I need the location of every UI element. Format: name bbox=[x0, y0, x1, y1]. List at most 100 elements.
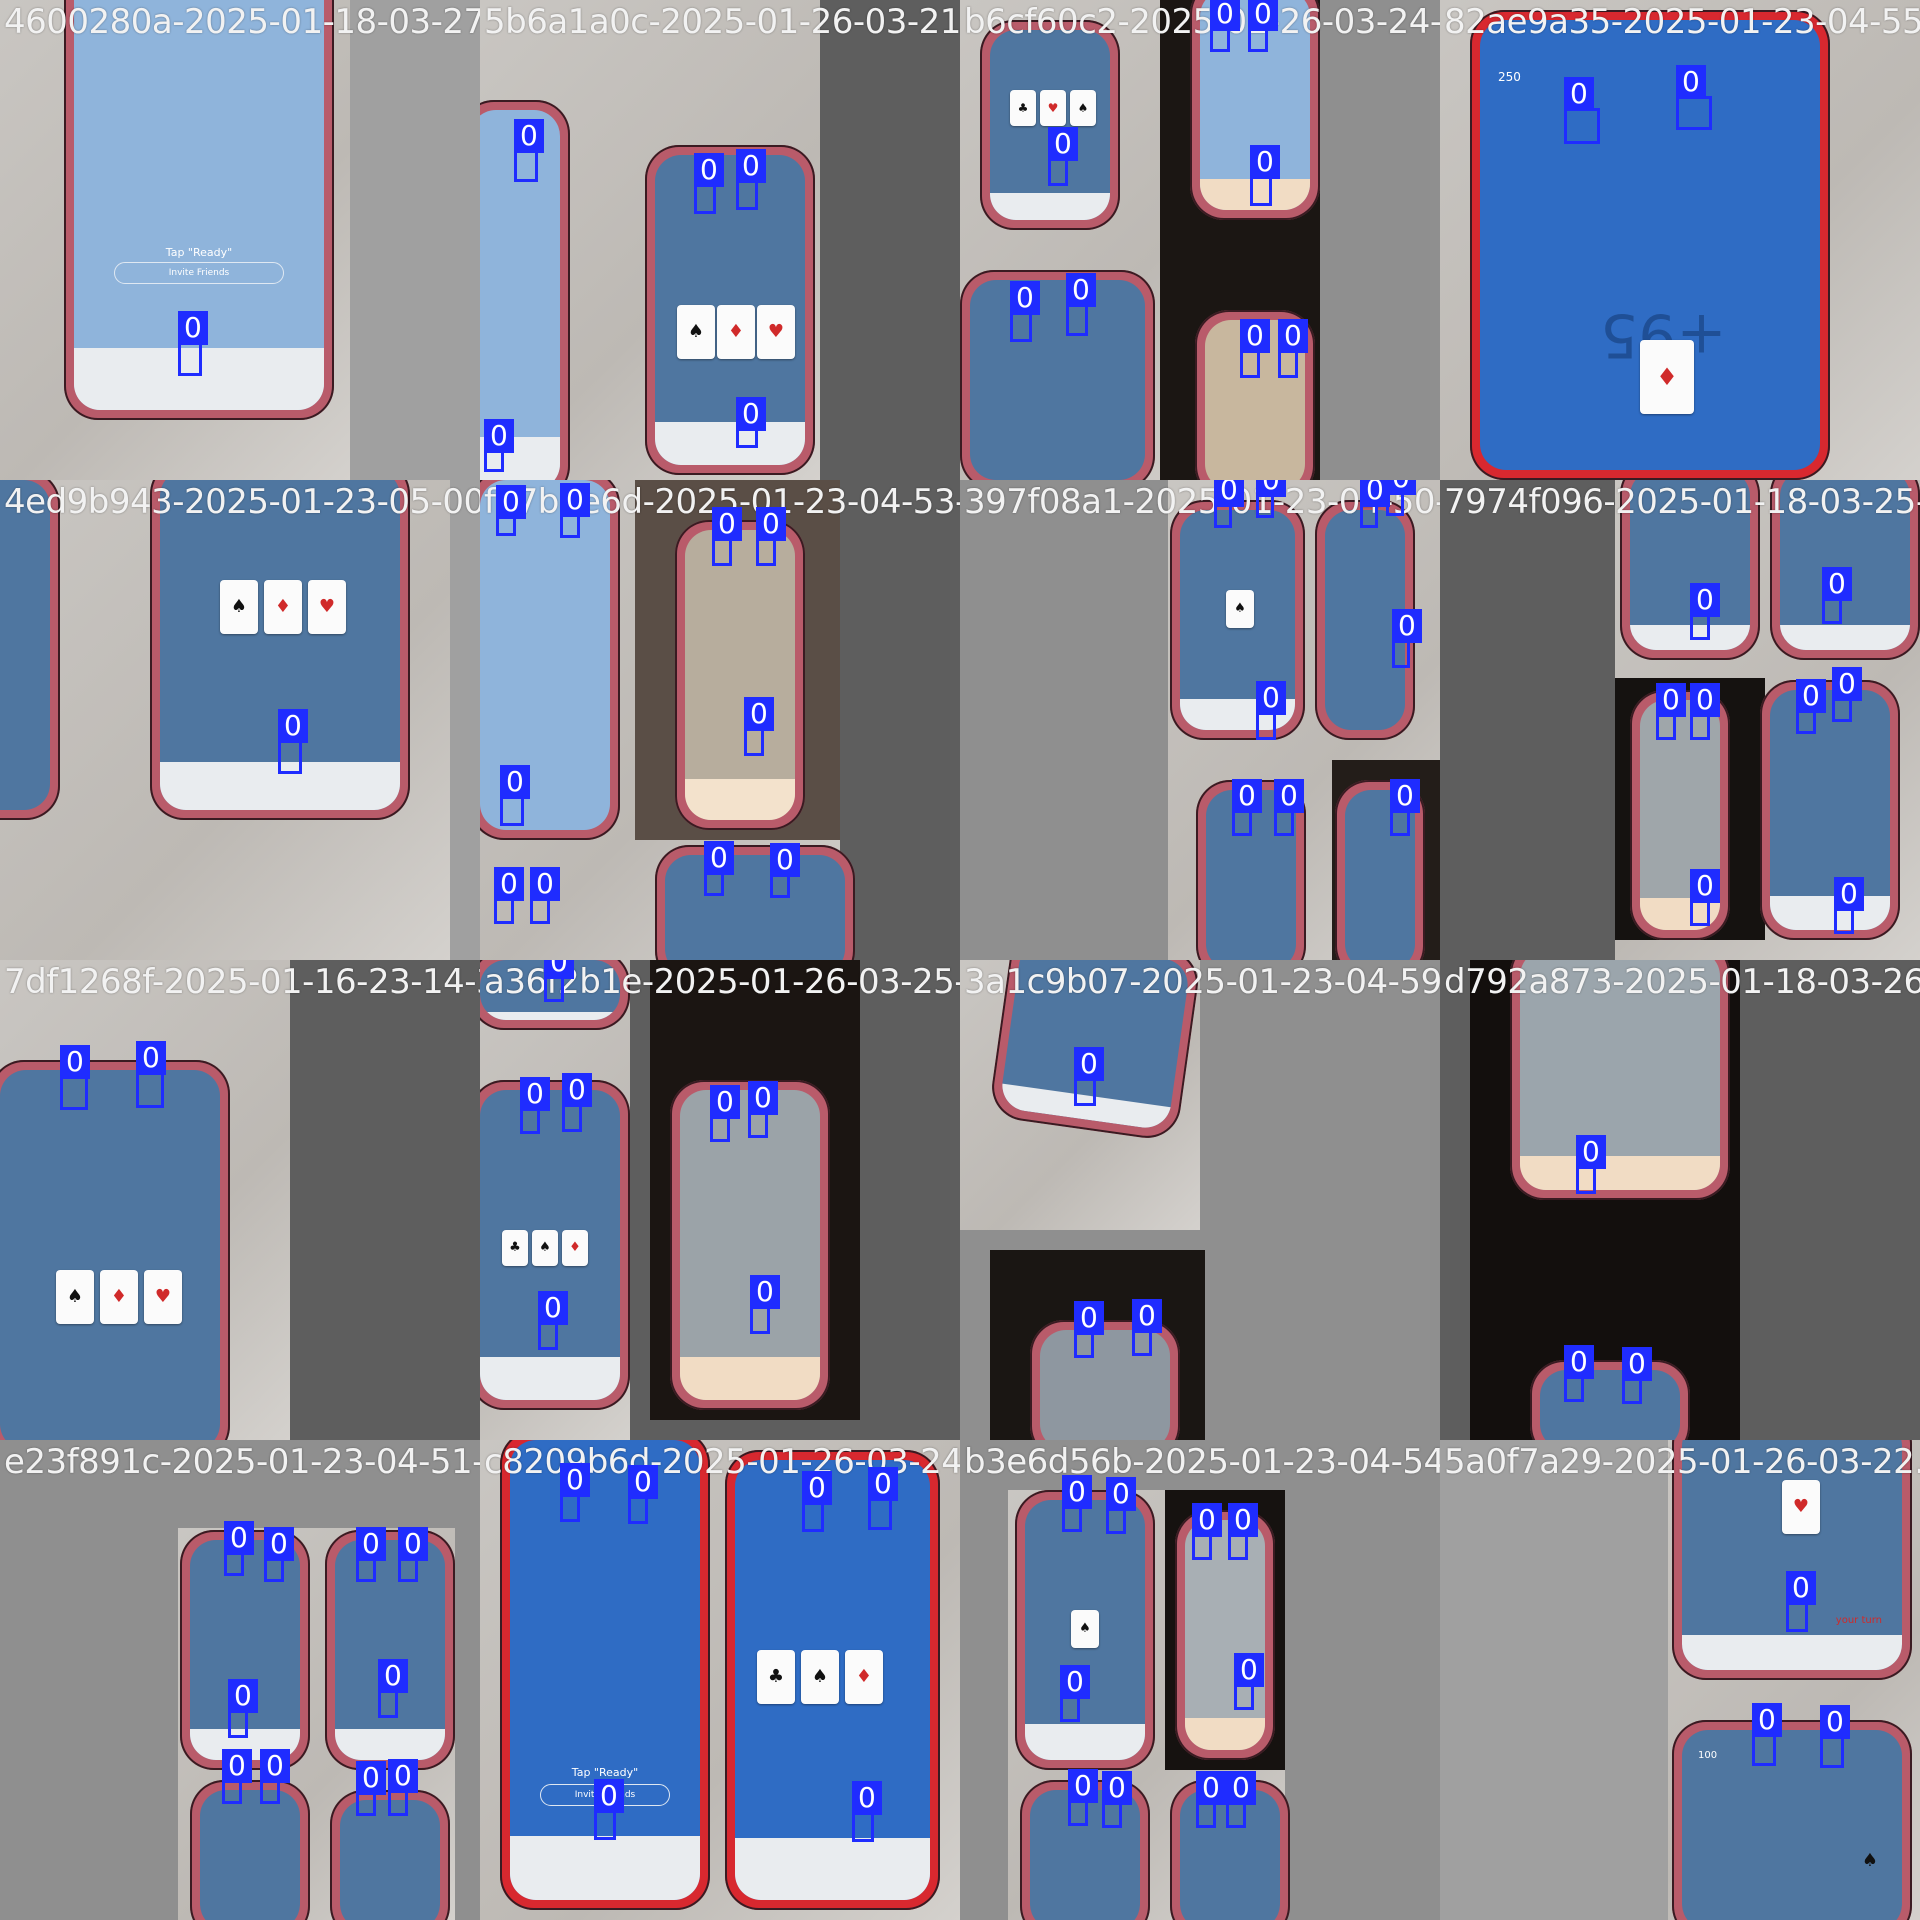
phone: 250 +95 ♦ bbox=[1470, 10, 1830, 480]
detection-label: 0 bbox=[136, 1041, 166, 1075]
detection-box: 0 bbox=[562, 1073, 592, 1132]
detection-label: 0 bbox=[264, 1527, 294, 1561]
detection-label: 0 bbox=[378, 1659, 408, 1693]
detection-box: 0 bbox=[1564, 1345, 1594, 1402]
detection-box: 0 bbox=[710, 1085, 740, 1142]
detection-label: 0 bbox=[1066, 273, 1096, 307]
phone bbox=[1530, 1360, 1690, 1440]
tile-1: 4600280a-2025-01-18-03-27-29-6d4e78e9.jp… bbox=[0, 0, 480, 480]
detection-box: 0 bbox=[1360, 480, 1390, 528]
tile-9: 7df1268f-2025-01-16-23-14-36-97c3e7.jpg … bbox=[0, 960, 480, 1440]
phone: 100 ♠ bbox=[1672, 1720, 1912, 1920]
detection-label: 0 bbox=[1232, 779, 1262, 813]
phone: ♠ ♦ ♥ bbox=[645, 145, 815, 475]
tile-filename: 4600280a-2025-01-18-03-27-29-6d4e78e9.jp… bbox=[4, 2, 480, 42]
phone bbox=[190, 1780, 310, 1920]
detection-label: 0 bbox=[178, 311, 208, 345]
detection-label: 0 bbox=[544, 960, 574, 979]
detection-box: 0 bbox=[1074, 1047, 1104, 1106]
detection-label: 0 bbox=[1196, 1771, 1226, 1805]
detection-label: 0 bbox=[1622, 1347, 1652, 1381]
detection-label: 0 bbox=[484, 419, 514, 453]
detection-label: 0 bbox=[1786, 1571, 1816, 1605]
detection-label: 0 bbox=[712, 507, 742, 541]
detection-box: 0 bbox=[1060, 1665, 1090, 1722]
detection-box: 0 bbox=[500, 765, 530, 826]
detection-label: 0 bbox=[1192, 1503, 1222, 1537]
phone bbox=[1770, 480, 1920, 660]
detection-box: 0 bbox=[1576, 1135, 1606, 1194]
detection-box: 0 bbox=[770, 843, 800, 898]
detection-box: 0 bbox=[228, 1679, 258, 1738]
detection-box: 0 bbox=[1102, 1771, 1132, 1828]
detection-label: 0 bbox=[1250, 145, 1280, 179]
detection-label: 0 bbox=[1360, 480, 1390, 507]
detection-box: 0 bbox=[1392, 609, 1422, 668]
tile-8: 7974f096-2025-01-18-03-25-12.jpg 0 0 0 0… bbox=[1440, 480, 1920, 960]
detection-box: 0 bbox=[1832, 667, 1862, 722]
tap-ready-text: Tap "Ready" bbox=[571, 1766, 639, 1779]
detection-box: 0 bbox=[1192, 1503, 1222, 1560]
phone: Tap "Ready" Invite Friends bbox=[500, 1440, 710, 1910]
detection-label: 0 bbox=[1074, 1301, 1104, 1335]
phone: ♥ your turn bbox=[1672, 1440, 1912, 1680]
tile-7: 397f08a1-2025-01-23-04-50-49-5a8f2c1b.jp… bbox=[960, 480, 1440, 960]
detection-box: 0 bbox=[1048, 127, 1078, 186]
detection-box: 0 bbox=[484, 419, 514, 472]
phone bbox=[1175, 1510, 1275, 1760]
detection-label: 0 bbox=[1060, 1665, 1090, 1699]
detection-box: 0 bbox=[704, 841, 734, 896]
detection-box: 0 bbox=[694, 153, 724, 214]
detection-label: 0 bbox=[356, 1761, 386, 1795]
detection-box: 0 bbox=[628, 1465, 658, 1524]
detection-label: 0 bbox=[744, 697, 774, 731]
detection-box: 0 bbox=[1068, 1769, 1098, 1826]
detection-label: 0 bbox=[1102, 1771, 1132, 1805]
detection-box: 0 bbox=[1676, 65, 1712, 130]
detection-box: 0 bbox=[1234, 1653, 1264, 1710]
detection-label: 0 bbox=[1278, 319, 1308, 353]
detection-label: 0 bbox=[748, 1081, 778, 1115]
detection-label: 0 bbox=[228, 1679, 258, 1713]
your-turn-text: your turn bbox=[1835, 1615, 1882, 1626]
detection-box: 0 bbox=[1656, 683, 1686, 740]
detection-label: 0 bbox=[1234, 1653, 1264, 1687]
phone: ♣ ♠ ♦ bbox=[725, 1450, 940, 1910]
detection-box: 0 bbox=[1820, 1705, 1850, 1768]
detection-label: 0 bbox=[1822, 567, 1852, 601]
detection-label: 0 bbox=[560, 483, 590, 517]
detection-label: 0 bbox=[388, 1759, 418, 1793]
spade-icon: ♠ bbox=[1861, 1850, 1878, 1871]
detection-box: 0 bbox=[260, 1749, 290, 1804]
detection-label: 0 bbox=[756, 507, 786, 541]
detection-label: 0 bbox=[500, 765, 530, 799]
detection-box: 0 bbox=[1786, 1571, 1816, 1632]
tile-6: f27b8e6d-2025-01-23-04-53-39-a4b6c0e4.jp… bbox=[480, 480, 960, 960]
detection-label: 0 bbox=[1074, 1047, 1104, 1081]
detection-box: 0 bbox=[748, 1081, 778, 1138]
detection-label: 0 bbox=[594, 1779, 624, 1813]
detection-box: 0 bbox=[1752, 1703, 1782, 1766]
detection-label: 0 bbox=[278, 709, 308, 743]
detection-box: 0 bbox=[1690, 869, 1720, 926]
tile-filename: 5a0f7a29-2025-01-26-03-22.jpg bbox=[1444, 1442, 1920, 1482]
detection-box: 0 bbox=[1822, 567, 1852, 624]
detection-label: 0 bbox=[736, 149, 766, 183]
detection-label: 0 bbox=[1010, 281, 1040, 315]
detection-label: 0 bbox=[750, 1275, 780, 1309]
tile-filename: b3e6d56b-2025-01-23-04-54-30.jpg bbox=[964, 1442, 1440, 1482]
detection-box: 0 bbox=[60, 1045, 90, 1110]
detection-box: 0 bbox=[1564, 77, 1600, 144]
detection-box: 0 bbox=[1278, 319, 1308, 378]
detection-box: 0 bbox=[1274, 779, 1304, 836]
detection-label: 0 bbox=[1834, 877, 1864, 911]
detection-box: 0 bbox=[388, 1759, 418, 1816]
detection-label: 0 bbox=[356, 1527, 386, 1561]
detection-label: 0 bbox=[1564, 1345, 1594, 1379]
tile-filename: 3a1c9b07-2025-01-23-04-59-37-92e8.jpg bbox=[964, 962, 1440, 1002]
tile-16: 5a0f7a29-2025-01-26-03-22.jpg ♥ your tur… bbox=[1440, 1440, 1920, 1920]
detection-box: 0 bbox=[1240, 319, 1270, 378]
phone bbox=[675, 520, 805, 830]
detection-box: 0 bbox=[1210, 0, 1240, 52]
invite-friends-pill: Invite Friends bbox=[114, 262, 284, 284]
